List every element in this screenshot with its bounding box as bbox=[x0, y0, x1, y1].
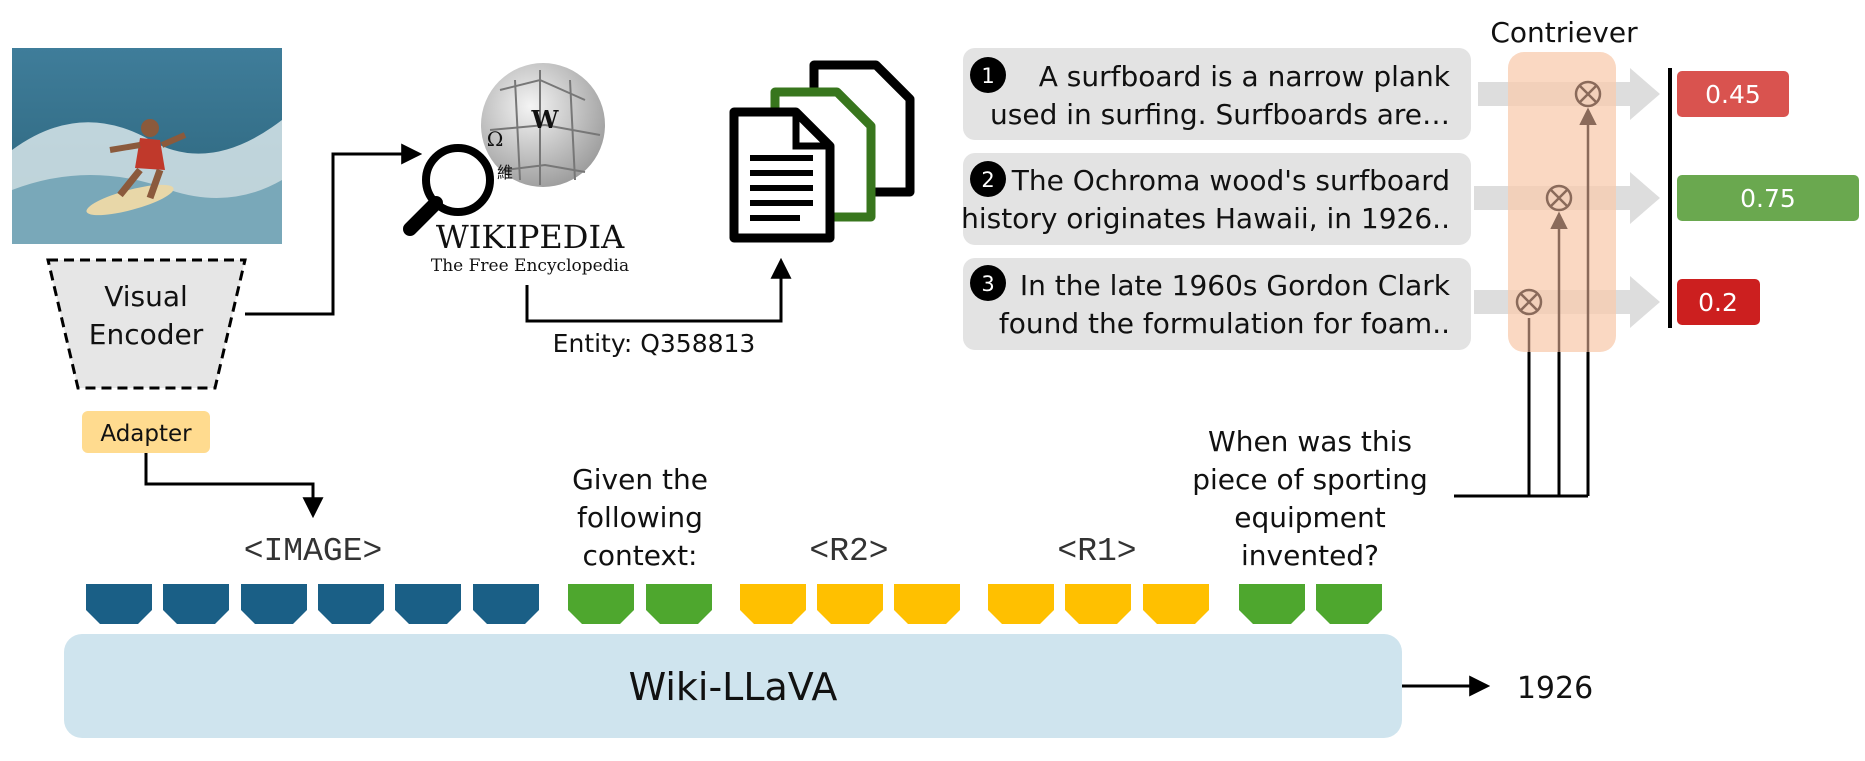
score-2: 0.75 bbox=[1677, 175, 1859, 221]
globe-glyph-wei: 維 bbox=[497, 163, 513, 182]
question-line: invented? bbox=[1241, 539, 1379, 572]
context-line: Given the bbox=[572, 463, 708, 496]
r1-token-label: <R1> bbox=[1057, 533, 1136, 570]
wikipedia-title: WIKIPEDIA bbox=[436, 218, 625, 256]
score-1: 0.45 bbox=[1677, 71, 1789, 117]
entity-arrow bbox=[525, 257, 792, 323]
passage-line2: used in surfing. Surfboards are… bbox=[990, 98, 1450, 131]
r2-token bbox=[894, 584, 960, 624]
r2-token-label: <R2> bbox=[809, 533, 888, 570]
encoder-label-line2: Encoder bbox=[89, 318, 204, 351]
r1-token bbox=[1143, 584, 1209, 624]
passage-line1: A surfboard is a narrow plank bbox=[1039, 60, 1451, 93]
passage-2: 2 The Ochroma wood's surfboard history o… bbox=[961, 153, 1471, 245]
r1-token bbox=[1065, 584, 1131, 624]
globe-glyph-omega: Ω bbox=[487, 127, 504, 151]
adapter-label: Adapter bbox=[100, 421, 192, 447]
wikipedia-subtitle: The Free Encyclopedia bbox=[431, 256, 629, 276]
answer-text: 1926 bbox=[1517, 671, 1593, 706]
passage-line1: In the late 1960s Gordon Clark bbox=[1020, 269, 1451, 302]
passage-line2: history originates Hawaii, in 1926.. bbox=[961, 202, 1450, 235]
score-3: 0.2 bbox=[1677, 279, 1760, 325]
image-token-label: <IMAGE> bbox=[244, 533, 383, 570]
question-line: piece of sporting bbox=[1192, 463, 1427, 496]
query-lines bbox=[1454, 107, 1597, 498]
r1-token bbox=[988, 584, 1054, 624]
passage-number: 2 bbox=[981, 168, 994, 192]
image-token bbox=[241, 584, 307, 624]
score-value: 0.2 bbox=[1698, 288, 1738, 317]
surfer-photo bbox=[12, 48, 282, 244]
wikipedia-globe-icon: W Ω 維 bbox=[481, 63, 605, 187]
passage-number: 3 bbox=[981, 272, 994, 296]
multiply-icon bbox=[1515, 80, 1602, 316]
context-line: context: bbox=[583, 539, 698, 572]
question-line: When was this bbox=[1208, 425, 1412, 458]
passage-line1: The Ochroma wood's surfboard bbox=[1011, 164, 1450, 197]
model-label: Wiki-LLaVA bbox=[629, 665, 838, 709]
image-token bbox=[395, 584, 461, 624]
question-text: When was this piece of sporting equipmen… bbox=[1192, 425, 1427, 572]
visual-encoder: Visual Encoder bbox=[46, 258, 247, 390]
adapter-box: Adapter bbox=[82, 411, 210, 453]
passage-number: 1 bbox=[981, 64, 994, 88]
question-token bbox=[1239, 584, 1305, 624]
documents-icon bbox=[729, 60, 915, 243]
passage-3: 3 In the late 1960s Gordon Clark found t… bbox=[963, 258, 1471, 350]
r2-token bbox=[740, 584, 806, 624]
encoder-label-line1: Visual bbox=[104, 280, 188, 313]
passage-1: 1 A surfboard is a narrow plank used in … bbox=[963, 48, 1471, 140]
context-token bbox=[646, 584, 712, 624]
image-token bbox=[473, 584, 539, 624]
adapter-to-image-token-arrow bbox=[144, 453, 324, 519]
question-token bbox=[1316, 584, 1382, 624]
context-token bbox=[568, 584, 634, 624]
wiki-llava-model: Wiki-LLaVA bbox=[64, 634, 1402, 738]
r2-token bbox=[817, 584, 883, 624]
image-token bbox=[86, 584, 152, 624]
passage-line2: found the formulation for foam.. bbox=[999, 307, 1450, 340]
token-row bbox=[86, 584, 1382, 624]
encoder-to-wikipedia-arrow bbox=[245, 143, 423, 316]
image-token bbox=[163, 584, 229, 624]
context-line: following bbox=[577, 501, 703, 534]
score-value: 0.75 bbox=[1740, 184, 1796, 213]
entity-label: Entity: Q358813 bbox=[553, 329, 756, 358]
context-label: Given the following context: bbox=[572, 463, 708, 572]
magnifier-icon bbox=[403, 144, 494, 236]
globe-glyph-w: W bbox=[531, 105, 560, 134]
score-value: 0.45 bbox=[1705, 80, 1761, 109]
image-token bbox=[318, 584, 384, 624]
question-line: equipment bbox=[1234, 501, 1386, 534]
contriever-label: Contriever bbox=[1490, 16, 1638, 49]
